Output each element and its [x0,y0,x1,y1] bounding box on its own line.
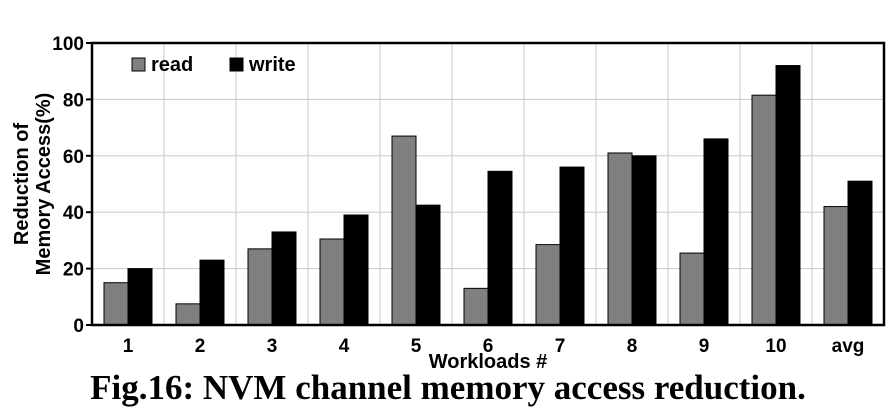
x-tick-label: 2 [195,336,206,357]
y-tick-label: 60 [63,147,84,168]
y-axis-ticks: 0 20 40 60 80 100 [52,34,92,337]
y-axis-title-line: Memory Access(%) [33,93,55,276]
legend-label-read: read [151,54,193,76]
x-tick-label: 1 [123,336,134,357]
x-axis-title: Workloads # [429,351,548,370]
x-tick-label: avg [832,336,865,357]
bar-read-2 [175,303,201,326]
legend-label-write: write [248,54,296,76]
plot-frame [90,41,886,327]
x-tick-label: 10 [765,336,786,357]
bar-read-1 [103,282,129,326]
bar-read-3 [247,248,273,326]
bar-read-8 [607,152,633,326]
y-tick-label: 20 [63,260,84,281]
legend-swatch-write [229,57,244,72]
bar-write-1 [127,268,153,326]
x-axis-ticks: 1 2 3 4 5 6 7 8 9 10 avg [123,336,865,357]
bar-write-avg [847,180,873,326]
y-axis-title-line: Reduction of [11,123,33,246]
bar-write-3 [271,231,297,326]
legend: read write [131,54,296,76]
bar-read-4 [319,238,345,326]
y-axis-title: Reduction of Memory Access(%) [11,93,55,276]
bar-write-4 [343,214,369,326]
bar-write-5 [415,204,441,326]
bar-write-7 [559,166,585,326]
bar-read-6 [463,287,489,326]
legend-swatch-read [131,57,146,72]
bar-read-avg [823,206,849,326]
y-tick-label: 0 [73,316,84,337]
bar-read-9 [679,252,705,326]
x-tick-label: 9 [699,336,710,357]
x-tick-label: 8 [627,336,638,357]
bar-write-8 [631,155,657,326]
x-tick-label: 3 [267,336,278,357]
x-tick-label: 4 [339,336,350,357]
bar-write-9 [703,138,729,326]
x-tick-label: 6 [483,336,494,357]
bar-write-2 [199,259,225,326]
x-tick-label: 5 [411,336,422,357]
bar-read-5 [391,135,417,326]
bar-read-10 [751,94,777,326]
bars [103,65,873,326]
bar-read-7 [535,244,561,326]
y-tick-label: 80 [63,90,84,111]
bar-write-6 [487,170,513,326]
bar-write-10 [775,65,801,326]
y-tick-label: 100 [52,34,84,55]
y-tick-label: 40 [63,203,84,224]
x-tick-label: 7 [555,336,566,357]
figure-caption: Fig.16: NVM channel memory access reduct… [90,368,806,407]
